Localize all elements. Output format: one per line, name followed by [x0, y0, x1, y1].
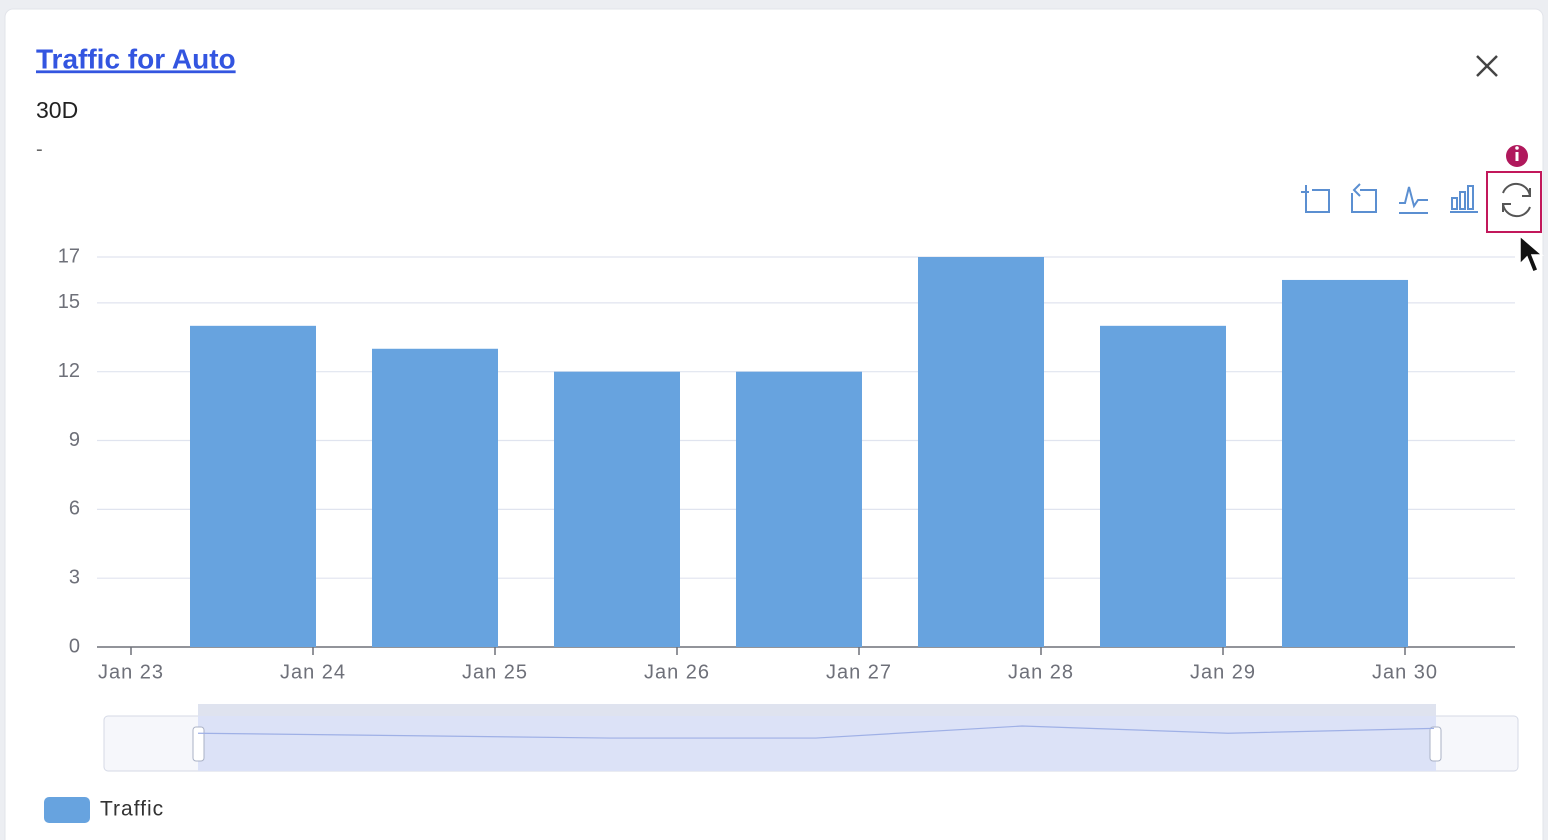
x-tick-label: Jan 24	[280, 661, 346, 683]
data-zoom-handle[interactable]	[192, 726, 205, 762]
data-zoom-selection[interactable]	[198, 716, 1436, 771]
note: -	[36, 138, 43, 160]
data-zoom-handle[interactable]	[1429, 726, 1442, 762]
y-tick-label: 0	[69, 635, 80, 657]
line-tool[interactable]	[1399, 186, 1428, 214]
bar	[736, 371, 862, 647]
data-zoom-preview	[197, 725, 1435, 739]
x-tick-label: Jan 26	[644, 661, 710, 683]
subtitle: 30D	[36, 97, 78, 123]
title-link[interactable]: Traffic for Auto	[36, 43, 236, 74]
x-tick-label: Jan 25	[462, 661, 528, 683]
bar	[372, 348, 498, 647]
legend-swatch	[44, 797, 90, 823]
data-zoom-move-bar[interactable]	[198, 704, 1436, 716]
close-button[interactable]	[1476, 55, 1498, 77]
legend-label: Traffic	[100, 798, 164, 821]
refresh-tool[interactable]	[1502, 182, 1531, 218]
y-tick-label: 15	[58, 291, 80, 313]
toolbar	[1301, 183, 1478, 214]
bar-tool[interactable]	[1450, 185, 1478, 213]
bar	[1282, 279, 1408, 647]
y-tick-label: 6	[69, 498, 80, 520]
x-tick-label: Jan 27	[826, 661, 892, 683]
y-tick-label: 9	[69, 429, 80, 451]
x-tick-label: Jan 30	[1372, 661, 1438, 683]
y-tick-label: 3	[69, 566, 80, 588]
x-tick-label: Jan 23	[98, 661, 164, 683]
bar	[190, 325, 316, 647]
info-glyph	[1515, 152, 1519, 161]
zoom-tool[interactable]	[1301, 185, 1330, 213]
cursor	[1519, 234, 1545, 273]
refresh-highlight	[1486, 171, 1542, 233]
bar	[1100, 325, 1226, 647]
y-tick-label: 17	[58, 245, 80, 267]
bar	[918, 257, 1044, 647]
info-glyph-dot	[1515, 146, 1519, 150]
y-tick-label: 12	[58, 360, 80, 382]
x-tick-label: Jan 29	[1190, 661, 1256, 683]
x-tick-label: Jan 28	[1008, 661, 1074, 683]
bar	[554, 371, 680, 647]
restore-tool[interactable]	[1351, 183, 1377, 213]
